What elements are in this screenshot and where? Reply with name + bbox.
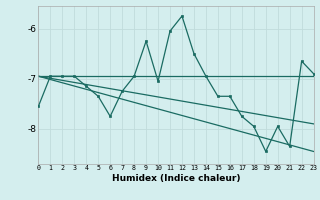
X-axis label: Humidex (Indice chaleur): Humidex (Indice chaleur) (112, 174, 240, 183)
